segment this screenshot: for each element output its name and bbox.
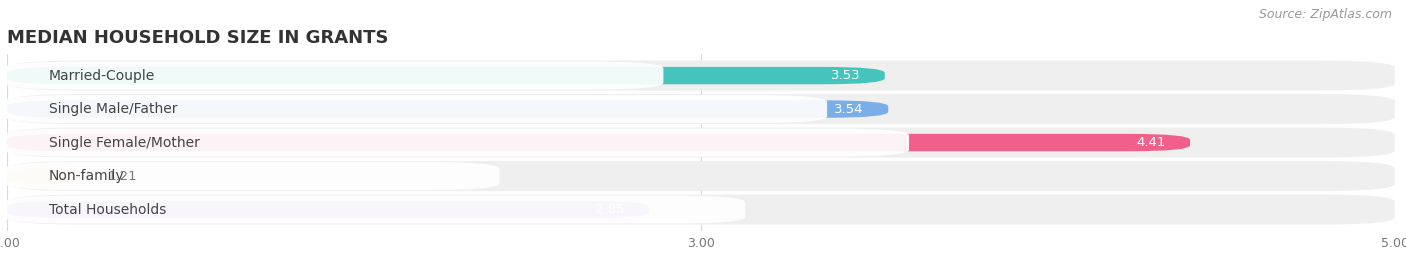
FancyBboxPatch shape [4, 129, 910, 157]
FancyBboxPatch shape [7, 161, 1395, 191]
FancyBboxPatch shape [7, 94, 1395, 124]
FancyBboxPatch shape [4, 162, 499, 190]
FancyBboxPatch shape [7, 100, 889, 118]
FancyBboxPatch shape [4, 196, 745, 224]
Text: Non-family: Non-family [49, 169, 124, 183]
FancyBboxPatch shape [7, 61, 1395, 91]
FancyBboxPatch shape [7, 201, 648, 218]
Text: Source: ZipAtlas.com: Source: ZipAtlas.com [1258, 8, 1392, 21]
Text: Total Households: Total Households [49, 203, 166, 217]
Text: 4.41: 4.41 [1136, 136, 1166, 149]
Text: Single Male/Father: Single Male/Father [49, 102, 177, 116]
FancyBboxPatch shape [7, 134, 1189, 151]
Text: Single Female/Mother: Single Female/Mother [49, 136, 200, 150]
FancyBboxPatch shape [4, 95, 827, 123]
FancyBboxPatch shape [4, 62, 664, 90]
Text: Married-Couple: Married-Couple [49, 69, 155, 83]
Text: 3.54: 3.54 [834, 102, 863, 116]
Text: 2.85: 2.85 [595, 203, 624, 216]
FancyBboxPatch shape [7, 167, 80, 185]
Text: MEDIAN HOUSEHOLD SIZE IN GRANTS: MEDIAN HOUSEHOLD SIZE IN GRANTS [7, 29, 388, 47]
FancyBboxPatch shape [7, 128, 1395, 158]
Text: 1.21: 1.21 [108, 169, 138, 183]
FancyBboxPatch shape [7, 194, 1395, 225]
Text: 3.53: 3.53 [831, 69, 860, 82]
FancyBboxPatch shape [7, 67, 884, 84]
